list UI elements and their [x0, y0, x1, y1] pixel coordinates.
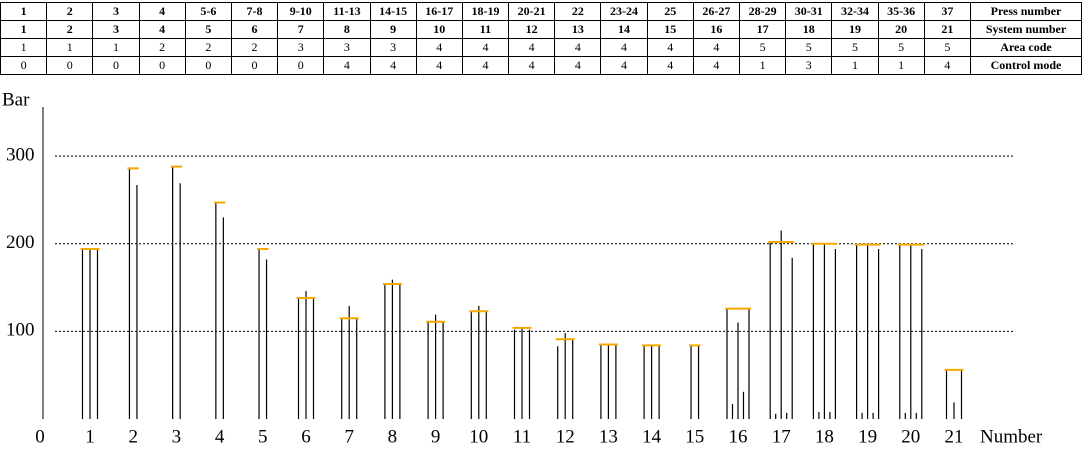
y-tick-label: 300	[6, 144, 35, 165]
table-cell: 4	[646, 56, 694, 75]
x-tick-label: 18	[815, 426, 834, 447]
x-tick-label: 12	[556, 426, 575, 447]
table-row: 1 2 3 4 5-6 7-8 9-10 11-13 14-15 16-17 18-19 20-21 2…	[0, 2, 1082, 21]
x-tick-label: 17	[772, 426, 791, 447]
y-tick-label: 200	[6, 232, 35, 253]
table-cell: 15	[646, 20, 694, 39]
table-cell: 4	[415, 56, 463, 75]
x-tick-label: 19	[858, 426, 877, 447]
x-tick-label: 20	[901, 426, 920, 447]
table-cell: 0	[0, 56, 48, 75]
table-row: 1 2 3 4 5 6 7 8 9 10 11 12 13 14 15 16 17 18 19 20 21 System …	[0, 20, 1082, 39]
table-cell: 0	[184, 56, 232, 75]
x-tick-label: 6	[301, 426, 311, 447]
table-cell: 14	[600, 20, 648, 39]
table-cell: 4	[461, 56, 510, 75]
origin-label: 0	[35, 426, 45, 447]
info-table: 1 2 3 4 5-6 7-8 9-10 11-13 14-15 16-17 18-19 20-21 2…	[0, 2, 1082, 75]
x-tick-label: 8	[388, 426, 398, 447]
table-cell: 11-13	[323, 2, 371, 21]
x-tick-label: 1	[85, 426, 95, 447]
row-label: Area code	[970, 38, 1082, 57]
x-tick-label: 15	[685, 426, 704, 447]
table-cell: 1	[738, 56, 787, 75]
table-cell: 21	[923, 20, 972, 39]
x-tick-label: 5	[258, 426, 268, 447]
x-tick-label: 3	[172, 426, 182, 447]
table-cell: 0	[138, 56, 186, 75]
x-tick-label: 7	[344, 426, 354, 447]
table-cell: 0	[277, 56, 325, 75]
x-tick-label: 10	[469, 426, 488, 447]
row-label: System number	[970, 20, 1082, 39]
x-tick-label: 14	[642, 426, 662, 447]
table-cell: 32-34	[831, 2, 879, 21]
row-label: Control mode	[970, 56, 1082, 75]
table-cell: 17	[738, 20, 787, 39]
x-axis-label: Number	[980, 426, 1043, 447]
table-cell: 16-17	[415, 2, 463, 21]
x-tick-label: 9	[431, 426, 441, 447]
x-tick-label: 16	[729, 426, 748, 447]
x-tick-label: 2	[128, 426, 138, 447]
table-cell: 7-8	[230, 2, 279, 21]
y-tick-label: 100	[6, 320, 35, 341]
table-row: 0 0 0 0 0 0 0 4 4 4 4 4 4 4 4 4 1 3 1 1 4 Control mode	[0, 56, 1082, 75]
table-cell: 1	[877, 56, 925, 75]
x-tick-label: 11	[513, 426, 531, 447]
x-tick-label: 21	[945, 426, 964, 447]
table-cell: 9-10	[277, 2, 325, 21]
x-tick-label: 13	[599, 426, 618, 447]
table-cell: 4	[923, 56, 972, 75]
y-axis-label: Bar	[2, 89, 30, 110]
table-cell: 18-19	[461, 2, 510, 21]
x-tick-label: 4	[215, 426, 225, 447]
